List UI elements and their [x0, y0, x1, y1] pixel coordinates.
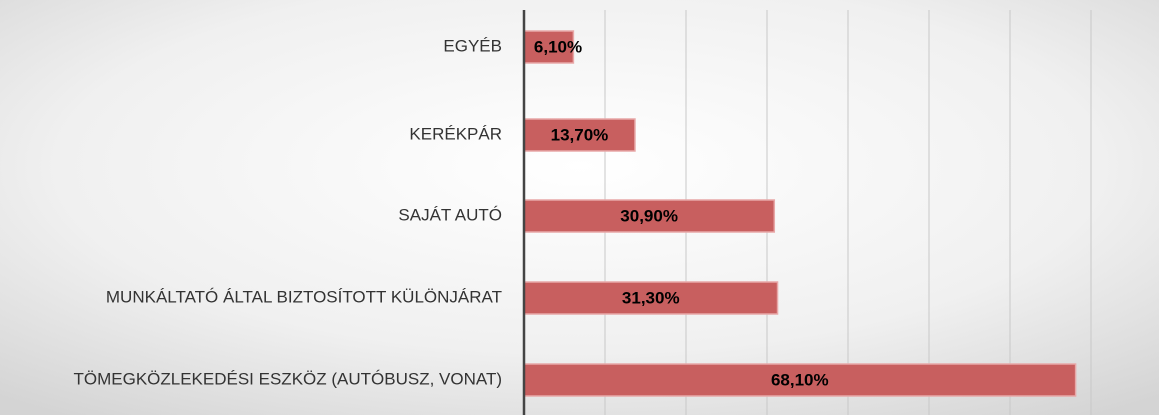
y-tick-label: EGYÉB — [443, 36, 502, 55]
data-label: 13,70% — [551, 125, 609, 144]
data-label: 68,10% — [771, 370, 829, 389]
bar — [523, 30, 575, 64]
y-tick-label: MUNKÁLTATÓ ÁLTAL BIZTOSÍTOTT KÜLÖNJÁRAT — [106, 287, 502, 306]
y-tick-label: SAJÁT AUTÓ — [398, 205, 502, 224]
data-label: 30,90% — [620, 206, 678, 225]
y-tick-label: TÖMEGKÖZLEKEDÉSI ESZKÖZ (AUTÓBUSZ, VONAT… — [73, 369, 502, 388]
data-label: 6,10% — [534, 37, 582, 56]
data-label: 31,30% — [622, 288, 680, 307]
y-tick-label: KERÉKPÁR — [409, 124, 502, 143]
